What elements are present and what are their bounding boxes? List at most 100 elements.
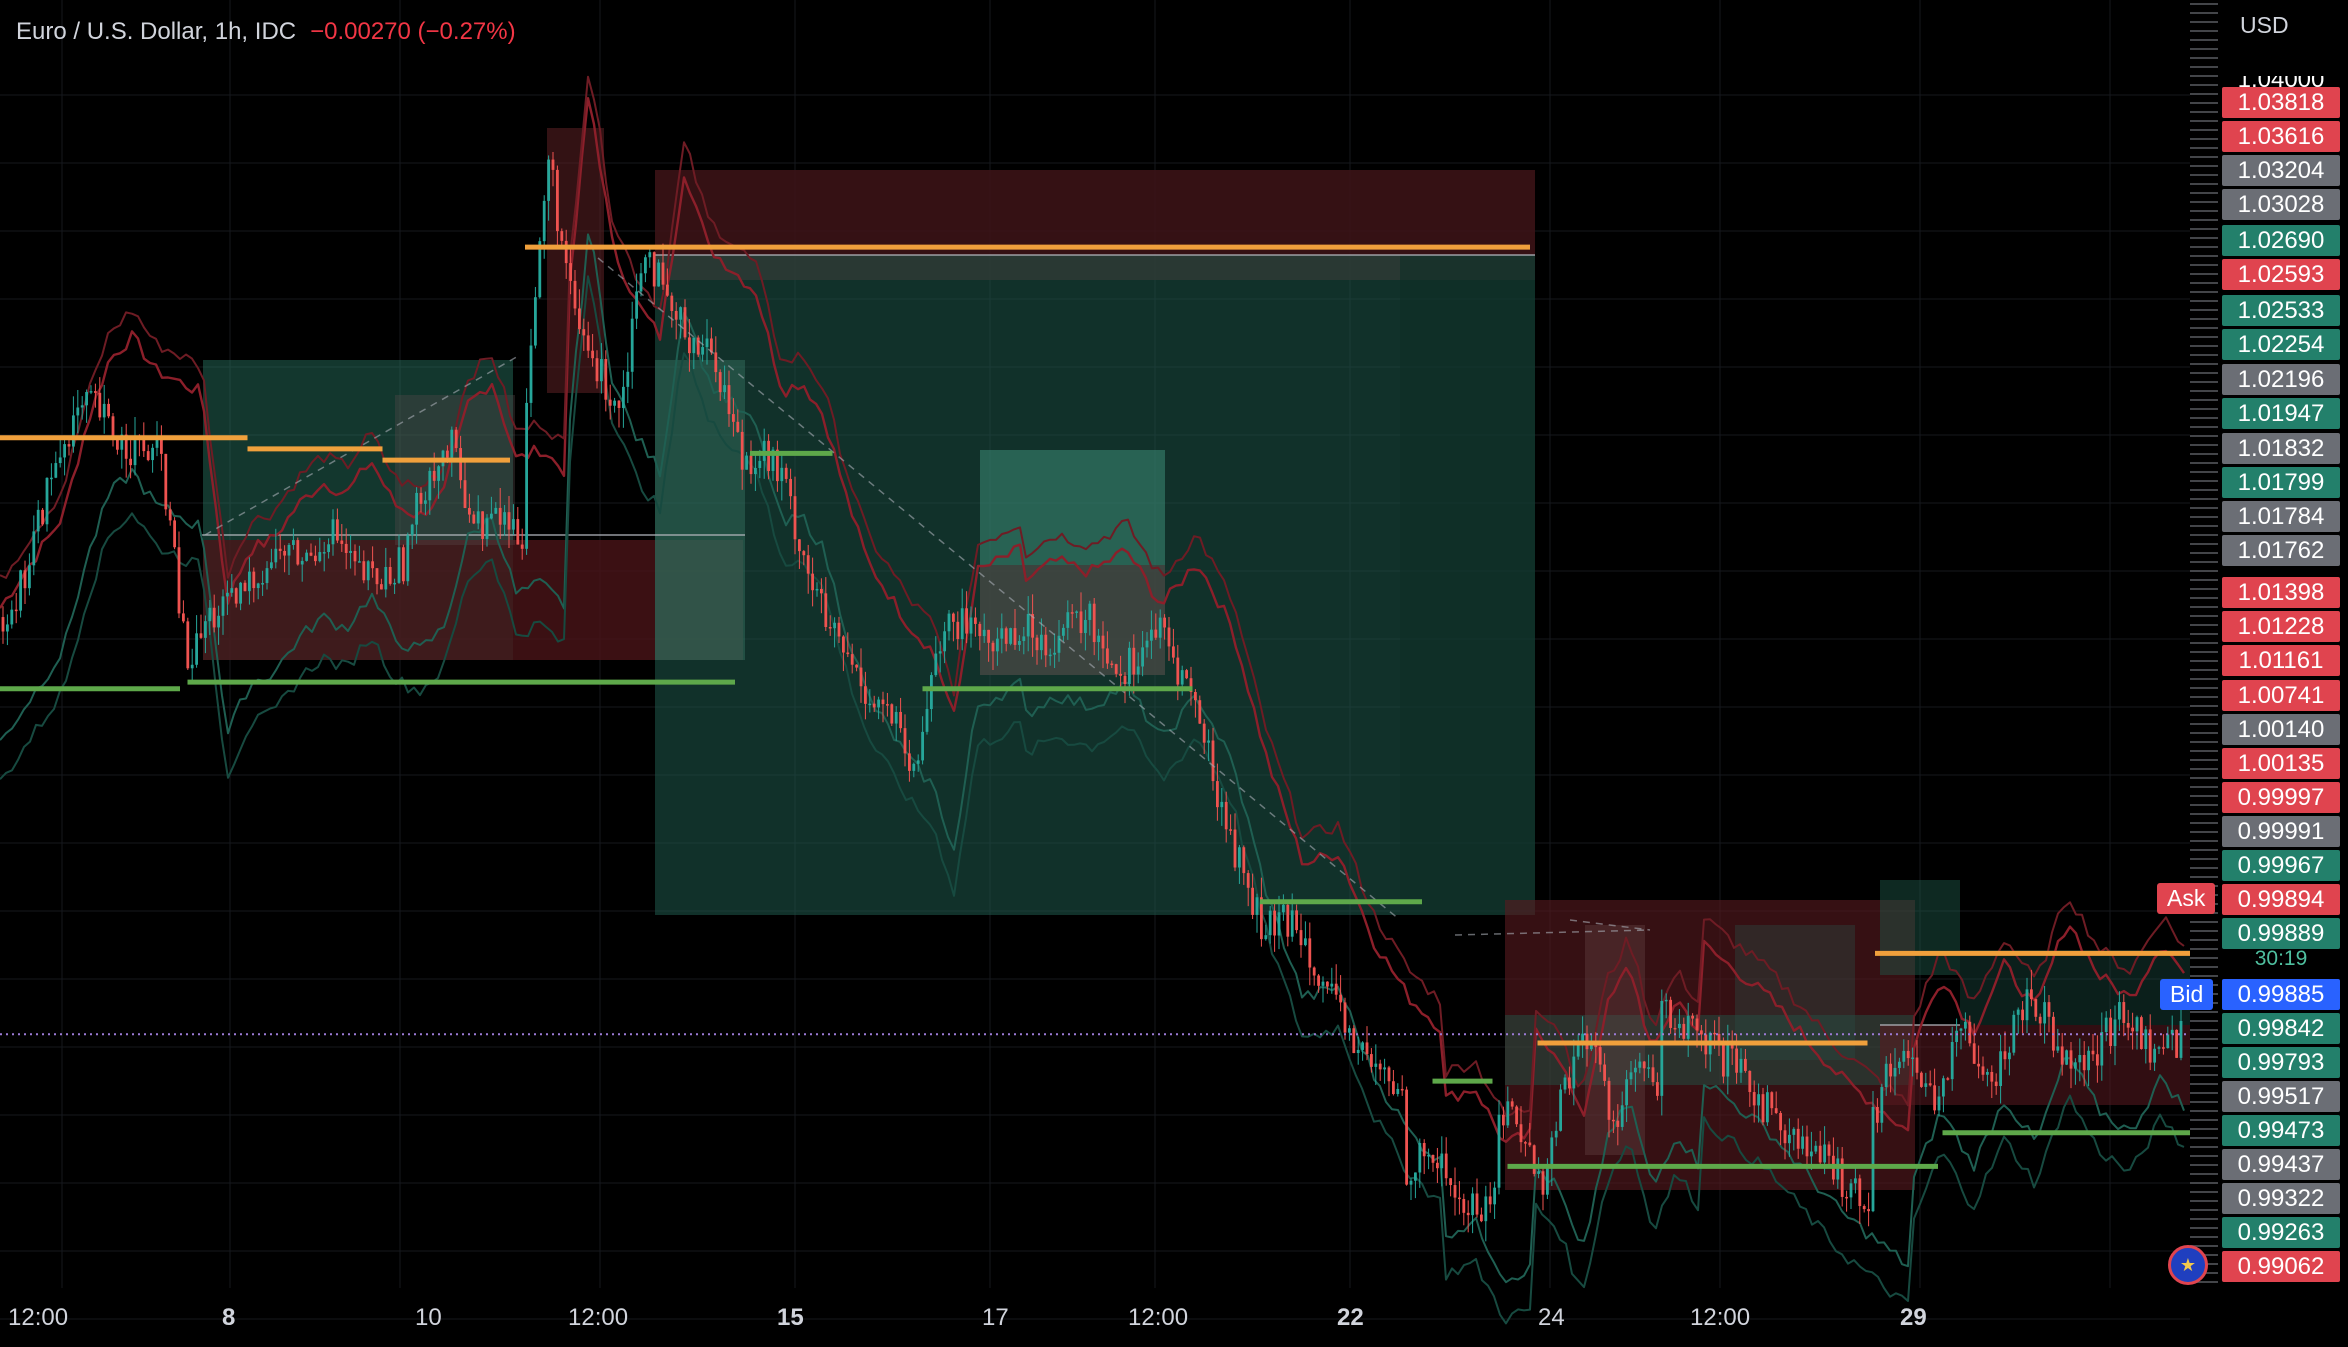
price-label: 0.99517: [2222, 1081, 2340, 1112]
candle: [1876, 1106, 1879, 1123]
candle: [1625, 1079, 1628, 1106]
candle: [855, 664, 858, 668]
candle: [1009, 628, 1012, 644]
candle: [72, 415, 75, 447]
candle: [1330, 983, 1334, 987]
candle: [1348, 1028, 1351, 1033]
candle: [1642, 1061, 1646, 1069]
candle: [1506, 1101, 1510, 1126]
candle: [2113, 1019, 2117, 1046]
candle: [89, 391, 93, 393]
currency-label[interactable]: USD: [2240, 12, 2289, 38]
candle: [2012, 1014, 2016, 1053]
candle: [1889, 1063, 1892, 1077]
candle: [591, 350, 594, 359]
price-label: 1.03204: [2222, 155, 2340, 186]
candle: [952, 613, 955, 622]
price-label: 1.02254: [2222, 329, 2340, 360]
candle: [1079, 611, 1083, 634]
candle: [28, 565, 31, 589]
candle: [1933, 1085, 1936, 1111]
candle: [243, 582, 247, 592]
candle: [617, 400, 621, 408]
candle: [217, 615, 220, 628]
candle: [168, 509, 172, 521]
candle: [50, 477, 53, 480]
candle: [1101, 635, 1105, 649]
candle: [930, 675, 933, 710]
candle: [1884, 1063, 1888, 1088]
price-label: 1.00140: [2222, 714, 2340, 745]
candle: [371, 561, 374, 569]
candle: [133, 436, 137, 466]
candle: [692, 337, 696, 354]
price-label: 0.99997: [2222, 782, 2340, 813]
trail-line-red: [0, 75, 2185, 1117]
price-label: 1.01228: [2222, 611, 2340, 642]
candle: [534, 297, 537, 346]
candle: [1053, 652, 1056, 655]
candle: [507, 512, 511, 530]
time-tick-label: 12:00: [568, 1304, 629, 1331]
candle: [1326, 981, 1329, 987]
candle: [1840, 1158, 1844, 1197]
candle: [1906, 1050, 1910, 1059]
eu-flag-icon[interactable]: ★: [2168, 1245, 2208, 1285]
price-label: 1.01799: [2222, 467, 2340, 498]
candle: [1858, 1178, 1862, 1207]
candle: [1748, 1070, 1752, 1093]
candle: [1594, 1045, 1598, 1048]
candle: [1207, 740, 1210, 743]
symbol-title[interactable]: Euro / U.S. Dollar, 1h, IDC: [16, 18, 297, 45]
candle: [2166, 1034, 2170, 1049]
candle: [666, 284, 669, 296]
candle: [1202, 723, 1206, 743]
candle: [1972, 1043, 1976, 1064]
candle: [1739, 1058, 1743, 1073]
candle: [234, 588, 238, 604]
candle: [2034, 999, 2038, 1017]
candle: [256, 583, 260, 589]
candle: [1268, 910, 1272, 936]
candle: [1343, 1002, 1347, 1033]
candle: [912, 763, 916, 771]
candle: [1999, 1051, 2002, 1087]
price-label: 1.03616: [2222, 121, 2340, 152]
time-tick-label: 12:00: [1128, 1304, 1189, 1331]
candle: [1405, 1089, 1408, 1185]
candle: [1414, 1172, 1417, 1181]
candle: [1229, 829, 1232, 831]
candle: [2104, 1017, 2108, 1033]
candle: [428, 470, 432, 501]
candle: [1519, 1124, 1523, 1143]
candle: [14, 609, 18, 612]
candle: [991, 642, 995, 652]
candle: [956, 621, 960, 640]
candle: [287, 544, 291, 556]
candle: [1484, 1196, 1488, 1222]
candle: [309, 552, 313, 556]
candle: [1458, 1197, 1461, 1200]
candle: [1788, 1134, 1791, 1144]
price-label: 0.99885: [2222, 979, 2340, 1010]
candle: [111, 416, 115, 438]
price-label: 0.99322: [2222, 1183, 2340, 1214]
candle: [1286, 904, 1290, 937]
candle: [388, 566, 392, 584]
candle: [771, 449, 775, 471]
candle: [2008, 1052, 2011, 1060]
candle: [415, 492, 418, 525]
candle: [542, 200, 546, 242]
candle: [1647, 1067, 1650, 1069]
candle: [446, 450, 449, 458]
candle: [1128, 647, 1131, 684]
candle: [1638, 1061, 1642, 1068]
candle: [54, 463, 58, 478]
candle: [2047, 1002, 2051, 1017]
candle: [1462, 1199, 1466, 1213]
candle: [974, 617, 977, 624]
candle: [705, 338, 709, 348]
candle: [1084, 619, 1087, 634]
